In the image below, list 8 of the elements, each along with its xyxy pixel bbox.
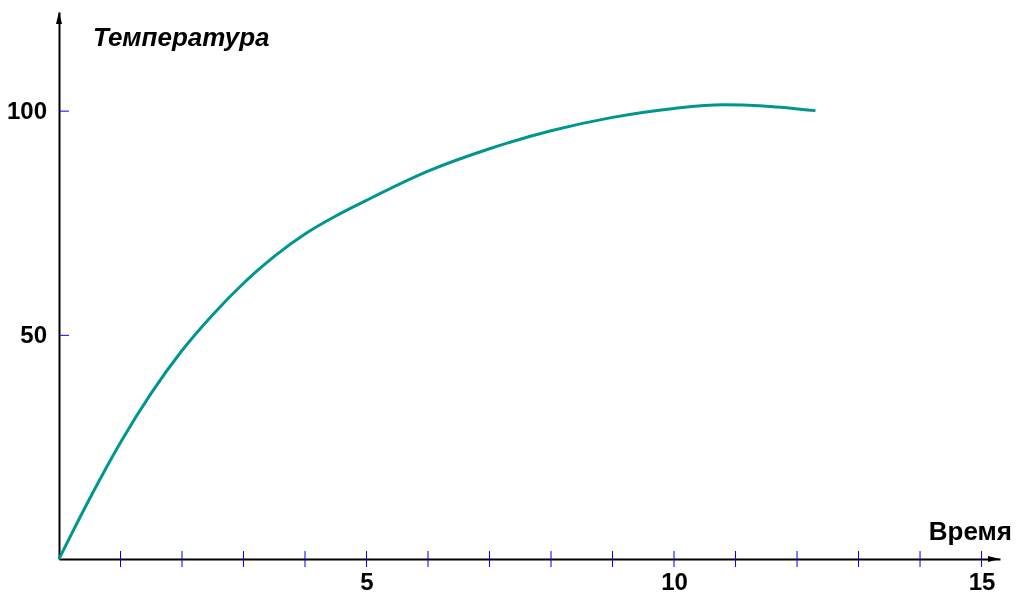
- y-tick-label: 50: [20, 321, 47, 348]
- x-axis-title: Время: [928, 516, 1012, 546]
- y-tick-label: 100: [6, 96, 47, 124]
- x-tick-label: 10: [661, 568, 688, 596]
- x-tick-label: 5: [360, 568, 374, 596]
- line-series: [57, 103, 817, 561]
- x-tick-label: 15: [968, 568, 996, 596]
- y-axis-title: Температура: [93, 22, 270, 52]
